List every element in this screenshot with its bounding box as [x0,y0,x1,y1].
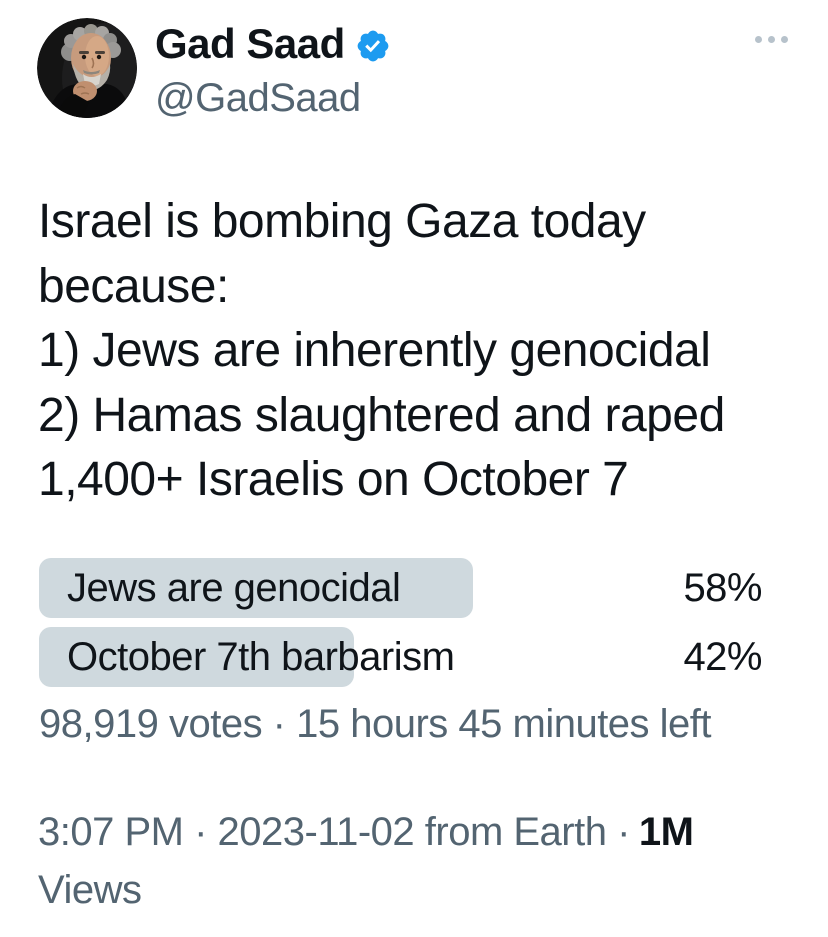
user-handle[interactable]: @GadSaad [155,76,361,120]
display-name[interactable]: Gad Saad [155,20,391,68]
tweet-text: Israel is bombing Gaza today because: 1)… [38,195,725,506]
verified-badge-icon [357,30,389,62]
display-name-text: Gad Saad [155,20,345,67]
avatar[interactable] [37,18,137,118]
poll-option-percent: 58% [683,565,762,610]
poll-option-percent: 42% [683,634,762,679]
poll-option-bar [39,558,474,618]
poll-option-bar [39,627,354,687]
profile-photo-icon [37,18,137,118]
views-label: Views [38,868,142,912]
ellipsis-icon [781,36,788,43]
more-options-button[interactable] [755,30,788,49]
poll-option-row: October 7th barbarism 42% [39,627,788,687]
ellipsis-icon [768,36,775,43]
user-identity: Gad Saad @GadSaad [155,20,391,121]
poll-results: Jews are genocidal 58% October 7th barba… [39,558,788,696]
poll-option-label: October 7th barbarism [67,634,455,679]
poll-status: 98,919 votes · 15 hours 45 minutes left [39,702,712,746]
views-count: 1M [638,810,694,854]
tweet-meta: 3:07 PM · 2023-11-02 from Earth · 1M View… [38,803,783,919]
ellipsis-icon [755,36,762,43]
timestamp: 3:07 PM · 2023-11-02 from Earth · [38,810,630,854]
poll-option-label: Jews are genocidal [67,565,401,610]
poll-option-row: Jews are genocidal 58% [39,558,788,618]
